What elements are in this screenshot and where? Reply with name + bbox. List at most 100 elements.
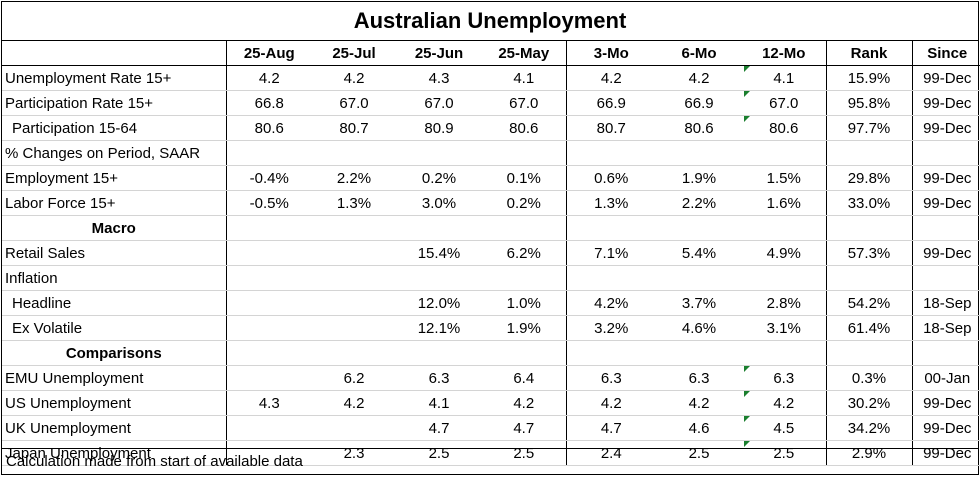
table-row: EMU Unemployment 6.2 6.3 6.4 6.3 6.3 6.3 0.3% 00… <box>2 365 980 391</box>
column-header: 25-May <box>482 41 566 66</box>
table-row: Labor Force 15+ -0.5% 1.3% 3.0% 0.2% 1.3% 2.2%… <box>2 190 980 216</box>
column-header: 6-Mo <box>656 41 742 66</box>
table-cell <box>565 215 656 241</box>
comment-flag-icon <box>744 66 750 72</box>
table-cell: 4.1 <box>396 390 482 416</box>
table-cell <box>225 215 312 241</box>
table-cell: 3.7% <box>656 290 742 316</box>
table-cell: 6.4 <box>482 365 566 391</box>
table-cell: -0.5% <box>225 190 312 216</box>
table-cell <box>482 140 566 166</box>
table-cell: 67.0 <box>396 90 482 116</box>
cell-value: 4.1 <box>773 69 795 87</box>
row-label: Unemployment Rate 15+ <box>2 65 226 91</box>
row-label: EMU Unemployment <box>2 365 226 391</box>
table-cell: 1.5% <box>742 165 826 191</box>
table-cell <box>482 265 566 291</box>
table-cell <box>396 215 482 241</box>
table-cell <box>396 140 482 166</box>
table-cell: 4.3 <box>396 65 482 91</box>
table-cell <box>482 215 566 241</box>
table-cell: 33.0% <box>825 190 912 216</box>
table-cell: 4.7 <box>565 415 656 441</box>
table-cell: 6.3 <box>656 365 742 391</box>
table-cell: 5.4% <box>656 240 742 266</box>
table-cell: 4.3 <box>225 390 312 416</box>
column-header: 12-Mo <box>742 41 826 66</box>
table-cell: 2.2% <box>312 165 396 191</box>
table-cell: 4.2 <box>482 390 566 416</box>
cell-value: 4.2 <box>773 394 795 412</box>
table-cell: 34.2% <box>825 415 912 441</box>
table-cell: 4.2 <box>565 65 656 91</box>
table-cell: 80.7 <box>312 115 396 141</box>
table-title: Australian Unemployment <box>2 2 978 41</box>
comment-flag-icon <box>744 116 750 122</box>
column-header: 25-Aug <box>225 41 312 66</box>
table-cell: 67.0 <box>312 90 396 116</box>
table-cell: 66.9 <box>656 90 742 116</box>
table-cell <box>656 215 742 241</box>
table-cell: 4.2 <box>225 65 312 91</box>
table-cell <box>656 265 742 291</box>
table-cell: 99-Dec <box>911 415 980 441</box>
header-row: 25-Aug 25-Jul 25-Jun 25-May 3-Mo 6-Mo 12-Mo Ran… <box>2 41 980 66</box>
table-cell <box>742 340 826 366</box>
table-cell: 4.9% <box>742 240 826 266</box>
table-cell <box>225 365 312 391</box>
table-cell: 2.2% <box>656 190 742 216</box>
table-cell: 54.2% <box>825 290 912 316</box>
table-cell: 66.8 <box>225 90 312 116</box>
table-cell: 95.8% <box>825 90 912 116</box>
table-cell <box>911 140 980 166</box>
table-cell: 99-Dec <box>911 165 980 191</box>
table-cell <box>482 340 566 366</box>
table-cell <box>225 315 312 341</box>
column-header: 3-Mo <box>565 41 656 66</box>
comment-flag-icon <box>744 416 750 422</box>
table-cell: 99-Dec <box>911 90 980 116</box>
table-row: Unemployment Rate 15+ 4.2 4.2 4.3 4.1 4.2 4.2 4… <box>2 65 980 91</box>
table-cell: 4.2 <box>312 390 396 416</box>
table-cell: 99-Dec <box>911 390 980 416</box>
table-cell: 6.2 <box>312 365 396 391</box>
table-cell: 80.6 <box>225 115 312 141</box>
table-cell: 6.3 <box>396 365 482 391</box>
table-cell <box>225 440 312 466</box>
row-label: Ex Volatile <box>2 315 226 341</box>
table-cell: 1.9% <box>656 165 742 191</box>
table-cell: 2.5 <box>656 440 742 466</box>
table-cell <box>825 215 912 241</box>
table-row: UK Unemployment 4.7 4.7 4.7 4.6 4.5 34.2% 99-De… <box>2 415 980 441</box>
table-cell: 80.6 <box>656 115 742 141</box>
table-row: Employment 15+ -0.4% 2.2% 0.2% 0.1% 0.6% 1.9% 1… <box>2 165 980 191</box>
table-cell: 66.9 <box>565 90 656 116</box>
table-cell: 67.0 <box>742 90 826 116</box>
table-cell: 67.0 <box>482 90 566 116</box>
table-cell <box>396 265 482 291</box>
table-cell: 6.3 <box>742 365 826 391</box>
table-cell: 4.2 <box>656 390 742 416</box>
table-cell: 4.2% <box>565 290 656 316</box>
table-cell <box>825 340 912 366</box>
table-cell: 80.6 <box>482 115 566 141</box>
table-cell: 99-Dec <box>911 115 980 141</box>
table-row: US Unemployment 4.3 4.2 4.1 4.2 4.2 4.2 4.2 30.2… <box>2 390 980 416</box>
table-cell <box>312 415 396 441</box>
table-cell <box>312 240 396 266</box>
table-cell: 7.1% <box>565 240 656 266</box>
comment-flag-icon <box>744 366 750 372</box>
row-label: Participation 15-64 <box>2 115 226 141</box>
table-cell <box>312 340 396 366</box>
table-row: Retail Sales 15.4% 6.2% 7.1% 5.4% 4.9% 57.3% 99… <box>2 240 980 266</box>
table-cell: 4.7 <box>482 415 566 441</box>
cell-value: 6.3 <box>773 369 795 387</box>
row-label: UK Unemployment <box>2 415 226 441</box>
table-cell <box>742 140 826 166</box>
comment-flag-icon <box>744 441 750 447</box>
table-cell: 0.6% <box>565 165 656 191</box>
table-cell <box>565 340 656 366</box>
table-cell: 4.2 <box>656 65 742 91</box>
table-cell <box>656 140 742 166</box>
